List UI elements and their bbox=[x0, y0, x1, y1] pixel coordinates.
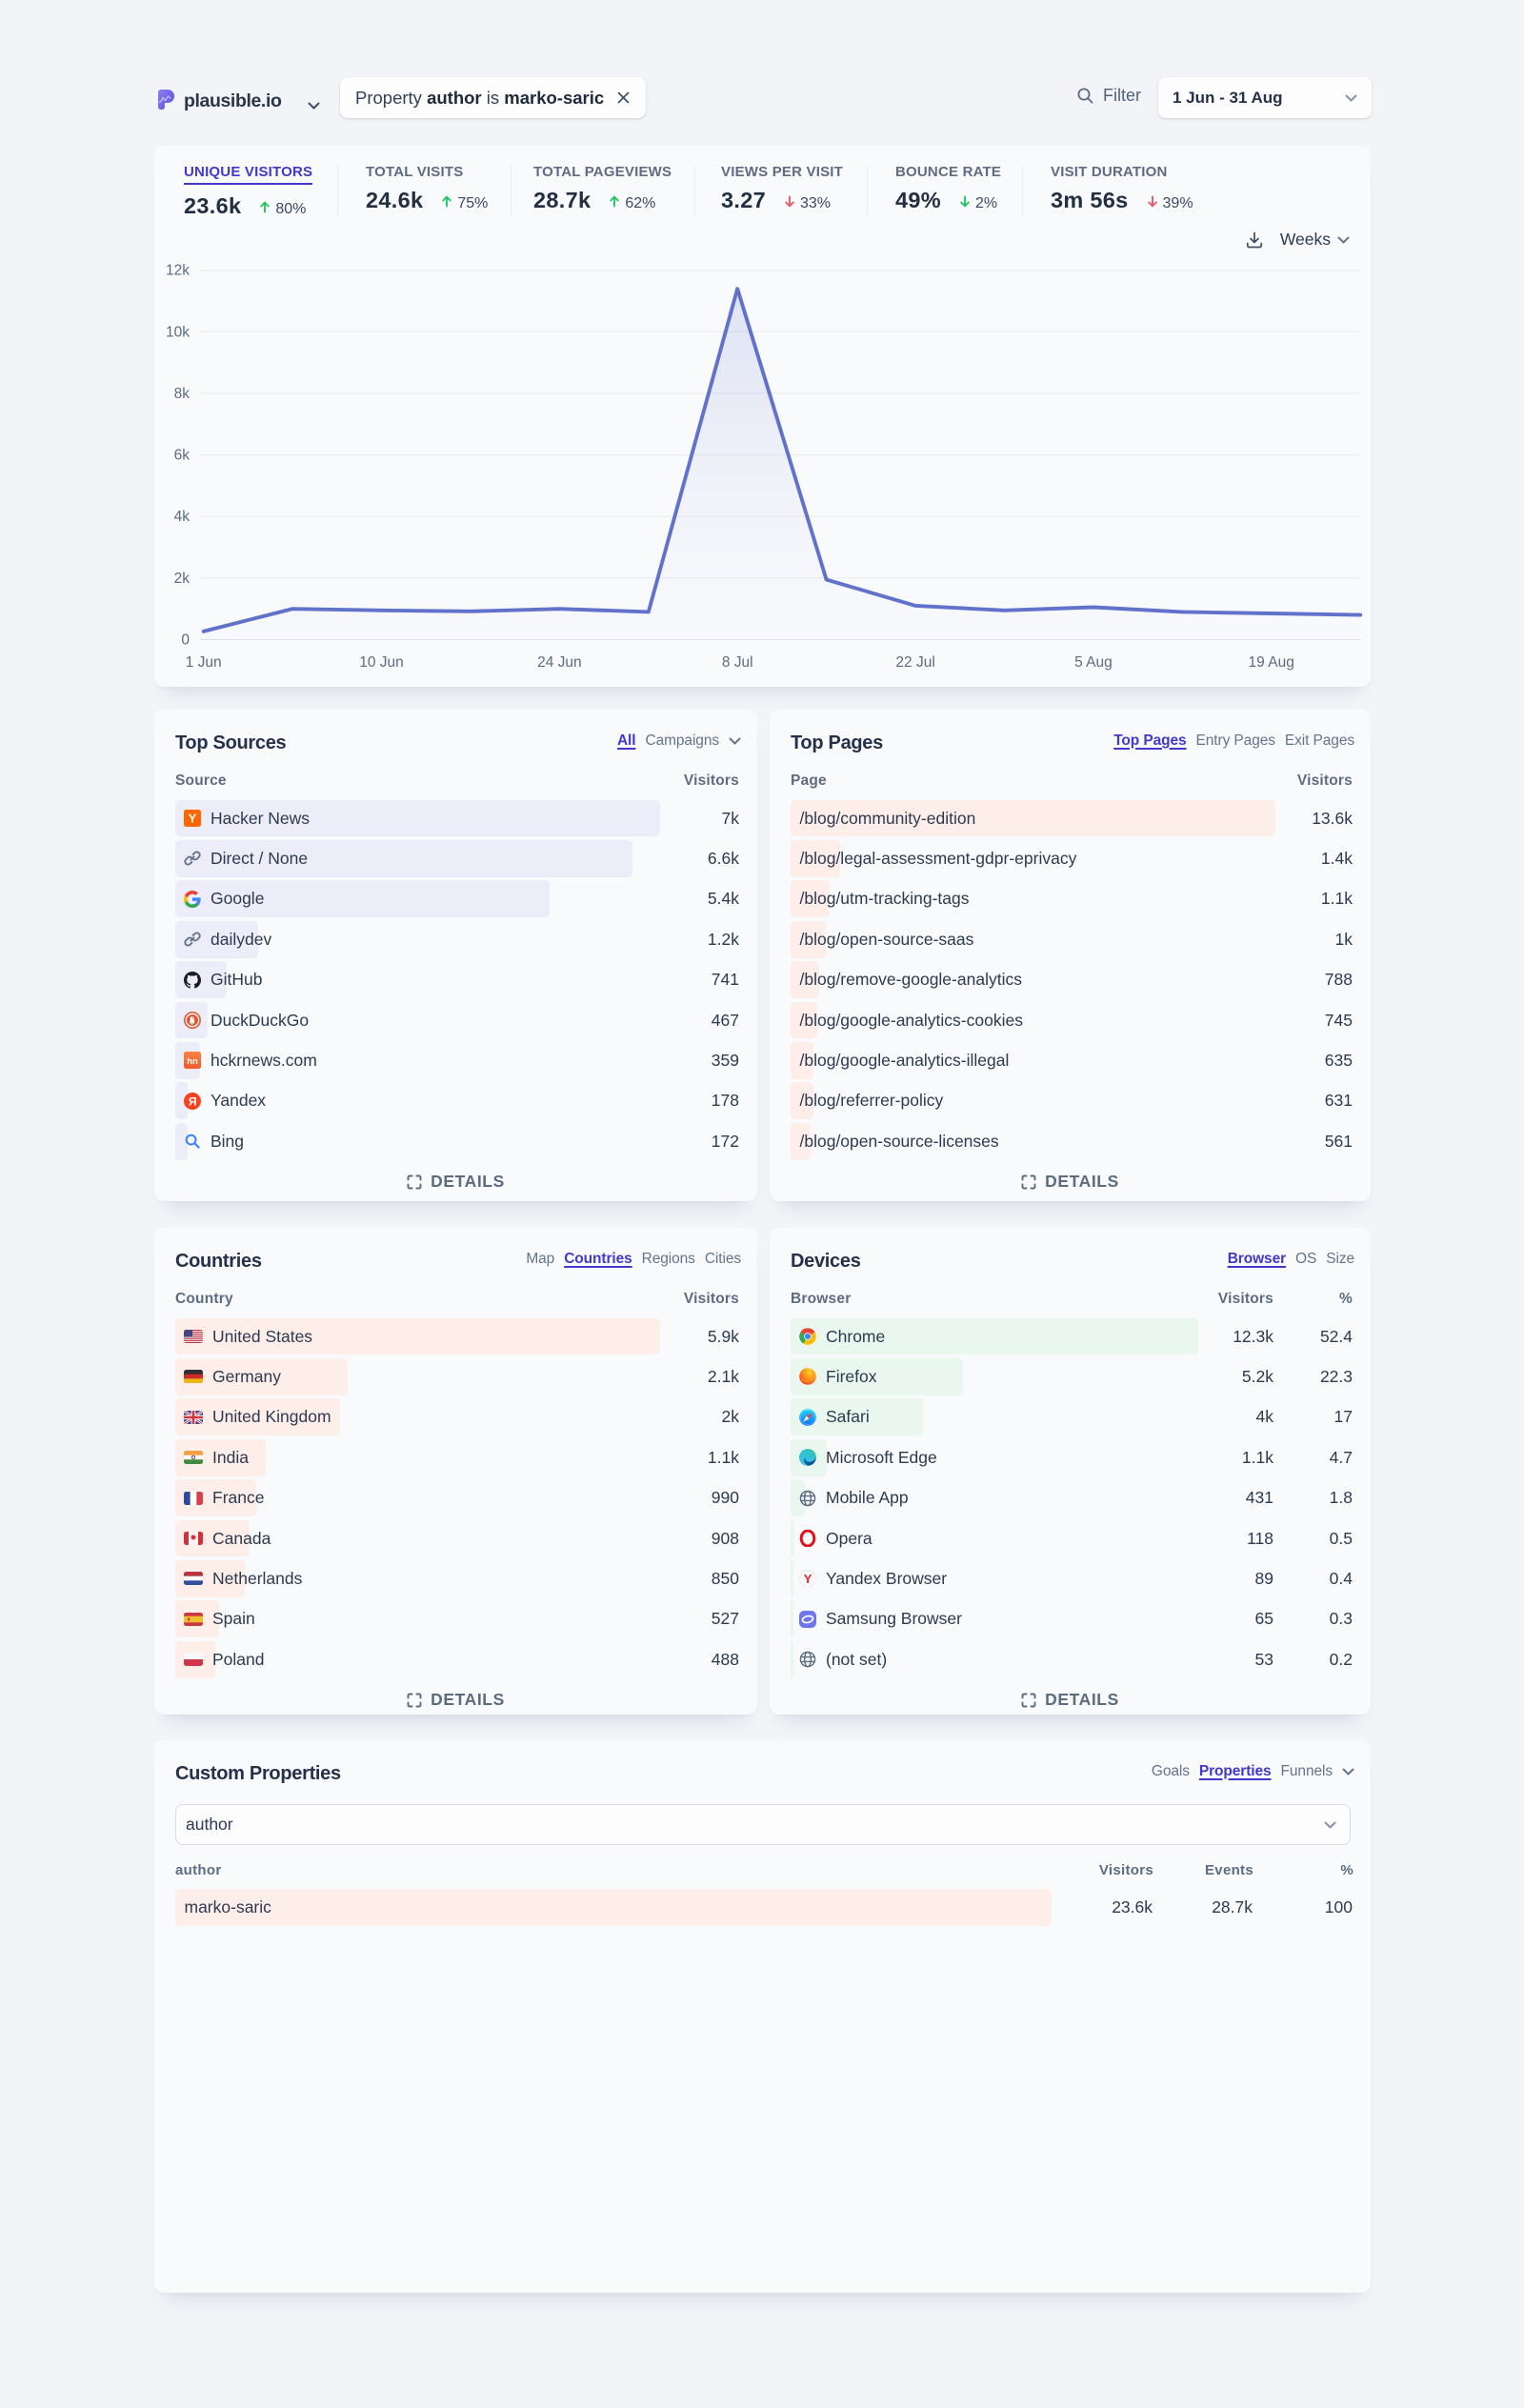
svg-text:22 Jul: 22 Jul bbox=[895, 654, 934, 671]
svg-text:Y: Y bbox=[189, 812, 197, 826]
svg-text:hn: hn bbox=[187, 1056, 198, 1067]
svg-text:6k: 6k bbox=[174, 448, 190, 464]
svg-text:8k: 8k bbox=[174, 386, 190, 402]
svg-text:10k: 10k bbox=[166, 324, 190, 340]
svg-text:4k: 4k bbox=[174, 509, 190, 525]
svg-text:8 Jul: 8 Jul bbox=[722, 654, 753, 671]
svg-text:10 Jun: 10 Jun bbox=[359, 654, 404, 671]
svg-text:1 Jun: 1 Jun bbox=[186, 654, 222, 671]
svg-text:19 Aug: 19 Aug bbox=[1249, 654, 1294, 671]
svg-text:0: 0 bbox=[181, 632, 190, 649]
svg-text:Я: Я bbox=[189, 1094, 197, 1108]
svg-text:24 Jun: 24 Jun bbox=[537, 654, 582, 671]
svg-text:2k: 2k bbox=[174, 571, 190, 587]
svg-text:12k: 12k bbox=[166, 263, 190, 279]
svg-text:5 Aug: 5 Aug bbox=[1074, 654, 1113, 671]
svg-text:Y: Y bbox=[804, 1572, 812, 1586]
